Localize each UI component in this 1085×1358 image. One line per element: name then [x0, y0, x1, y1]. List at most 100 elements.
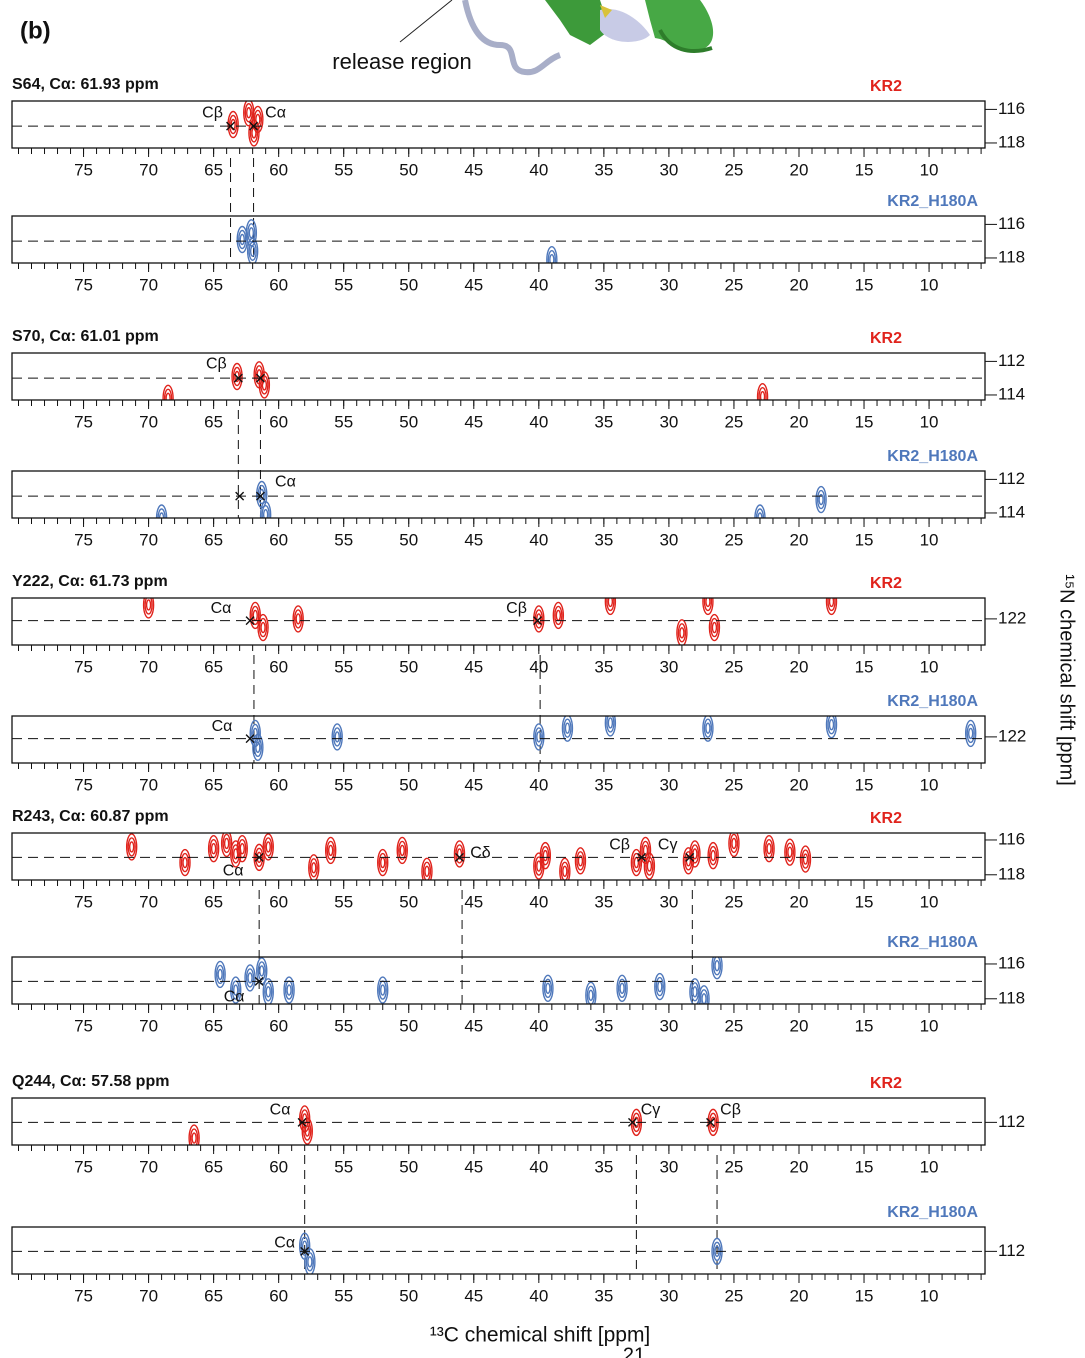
contour-ring [634, 858, 638, 868]
peak [708, 843, 718, 869]
x-tick-label: 15 [855, 775, 874, 794]
contour-ring [166, 393, 170, 403]
peak [677, 620, 687, 646]
protein-cartoon [465, 0, 713, 72]
contour-ring [335, 732, 339, 742]
peak-label: Cβ [609, 837, 630, 854]
x-tick-label: 75 [74, 275, 93, 294]
x-tick-label: 70 [139, 275, 158, 294]
peak [605, 710, 615, 736]
contour-ring [329, 845, 333, 855]
y-tick-label: 112 [998, 1112, 1025, 1131]
x-tick-label: 15 [855, 1016, 874, 1035]
peak [562, 715, 572, 741]
x-tick-label: 50 [399, 530, 418, 549]
x-tick-label: 10 [920, 1016, 939, 1035]
y-tick-label: 122 [998, 726, 1026, 745]
peak [617, 975, 627, 1001]
y-tick-label: 118 [998, 988, 1025, 1007]
peak [397, 837, 407, 863]
x-tick-label: 45 [464, 530, 483, 549]
x-tick-label: 40 [529, 160, 548, 179]
peak-label: Cα [275, 473, 296, 490]
x-tick-label: 20 [790, 1286, 809, 1305]
peak [215, 961, 225, 987]
panel-label: (b) [20, 17, 51, 44]
x-tick-label: 50 [399, 412, 418, 431]
x-tick-label: 10 [920, 1286, 939, 1305]
sample-label: KR2 [870, 575, 902, 592]
contour-ring [546, 983, 550, 993]
contour-ring [537, 732, 541, 742]
plot-frame [12, 833, 985, 880]
x-tick-label: 40 [529, 275, 548, 294]
x-tick-label: 70 [139, 657, 158, 676]
x-tick-label: 45 [464, 657, 483, 676]
peak [758, 384, 768, 410]
x-tick-label: 75 [74, 530, 93, 549]
contour-ring [312, 863, 316, 873]
plot-frame [12, 598, 985, 645]
plot-frame [12, 216, 985, 263]
y-tick-label: 116 [998, 953, 1025, 972]
peak-label: Cδ [470, 845, 491, 862]
contour-ring [589, 990, 593, 1000]
x-tick-label: 50 [399, 1157, 418, 1176]
contour-ring [296, 614, 300, 624]
x-tick-label: 65 [204, 1157, 223, 1176]
contour-ring [537, 861, 541, 871]
plot-frame [12, 1098, 985, 1145]
plot-frame [12, 101, 985, 148]
peak-label: Cγ [658, 837, 678, 854]
peak [293, 606, 303, 632]
peak-label: Cα [212, 718, 233, 735]
sample-label: KR2_H180A [887, 193, 978, 210]
contour-ring [183, 858, 187, 868]
x-tick-label: 65 [204, 892, 223, 911]
x-tick-label: 15 [855, 892, 874, 911]
x-tick-label: 70 [139, 530, 158, 549]
peaks [300, 1233, 722, 1275]
contour-ring [556, 610, 560, 620]
peak [655, 974, 665, 1000]
x-tick-label: 65 [204, 530, 223, 549]
sample-label: KR2 [870, 1075, 902, 1092]
x-tick-label: 65 [204, 1286, 223, 1305]
contour-ring [830, 720, 834, 730]
x-tick-label: 40 [529, 657, 548, 676]
peak-label: Cα [223, 863, 244, 880]
peak [816, 487, 826, 513]
x-axis-label: ¹³C chemical shift [ppm] [430, 1324, 651, 1347]
x-tick-label: 40 [529, 892, 548, 911]
x-tick-label: 60 [269, 160, 288, 179]
contour-ring [130, 842, 134, 852]
contour-ring [261, 623, 265, 633]
x-tick-label: 70 [139, 892, 158, 911]
x-tick-label: 75 [74, 657, 93, 676]
x-tick-label: 60 [269, 412, 288, 431]
peak [690, 841, 700, 867]
peak-label: Cβ [720, 1102, 741, 1119]
contour-ring [767, 844, 771, 854]
peak [703, 715, 713, 741]
y-tick-label: 116 [998, 99, 1025, 118]
x-tick-label: 75 [74, 1286, 93, 1305]
x-tick-label: 25 [724, 160, 743, 179]
peak-label: Cα [274, 1235, 295, 1252]
contour-ring [240, 844, 244, 854]
x-tick-label: 35 [594, 530, 613, 549]
x-tick-label: 20 [790, 1016, 809, 1035]
x-tick-label: 50 [399, 1016, 418, 1035]
x-tick-label: 55 [334, 412, 353, 431]
panel-title: R243, Cα: 60.87 ppm [12, 808, 169, 825]
x-tick-label: 50 [399, 1286, 418, 1305]
x-tick-label: 40 [529, 1157, 548, 1176]
contour-ring [249, 228, 253, 238]
x-tick-label: 35 [594, 775, 613, 794]
x-tick-label: 20 [790, 160, 809, 179]
x-tick-label: 75 [74, 892, 93, 911]
contour-ring [715, 961, 719, 971]
peak [248, 238, 258, 264]
peak [245, 965, 255, 991]
peak [258, 615, 268, 641]
